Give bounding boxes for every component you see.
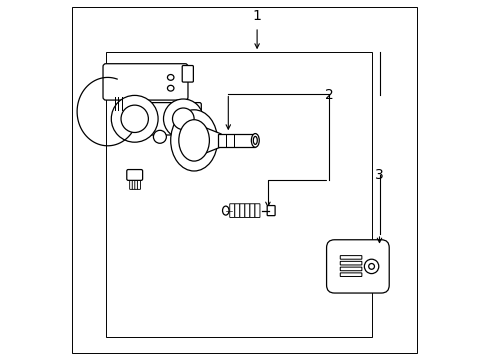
FancyBboxPatch shape <box>132 179 135 189</box>
FancyBboxPatch shape <box>254 204 260 217</box>
FancyBboxPatch shape <box>126 170 142 180</box>
FancyBboxPatch shape <box>103 64 187 100</box>
Bar <box>106 52 371 337</box>
Circle shape <box>172 108 194 130</box>
Ellipse shape <box>167 85 174 91</box>
Text: 3: 3 <box>374 168 383 181</box>
Ellipse shape <box>253 136 257 144</box>
Circle shape <box>163 99 203 139</box>
Circle shape <box>121 105 148 132</box>
Text: 2: 2 <box>324 89 333 102</box>
Polygon shape <box>203 127 221 154</box>
FancyBboxPatch shape <box>239 204 244 217</box>
FancyBboxPatch shape <box>217 134 255 147</box>
Circle shape <box>111 95 158 142</box>
Text: 1: 1 <box>252 9 261 23</box>
Ellipse shape <box>170 110 217 171</box>
FancyBboxPatch shape <box>182 66 193 82</box>
FancyBboxPatch shape <box>244 204 249 217</box>
FancyBboxPatch shape <box>118 103 201 135</box>
Ellipse shape <box>222 206 228 215</box>
FancyBboxPatch shape <box>249 204 254 217</box>
FancyBboxPatch shape <box>129 179 132 189</box>
FancyBboxPatch shape <box>340 256 361 259</box>
FancyBboxPatch shape <box>340 261 361 265</box>
Circle shape <box>368 264 374 269</box>
FancyBboxPatch shape <box>137 179 140 189</box>
Ellipse shape <box>251 134 259 147</box>
FancyBboxPatch shape <box>340 273 361 276</box>
FancyBboxPatch shape <box>326 240 388 293</box>
FancyBboxPatch shape <box>229 204 234 217</box>
FancyBboxPatch shape <box>234 204 239 217</box>
Ellipse shape <box>179 120 209 161</box>
FancyBboxPatch shape <box>135 179 138 189</box>
Ellipse shape <box>167 75 174 80</box>
Circle shape <box>153 130 166 143</box>
Circle shape <box>364 259 378 274</box>
FancyBboxPatch shape <box>340 267 361 271</box>
FancyBboxPatch shape <box>266 206 275 216</box>
